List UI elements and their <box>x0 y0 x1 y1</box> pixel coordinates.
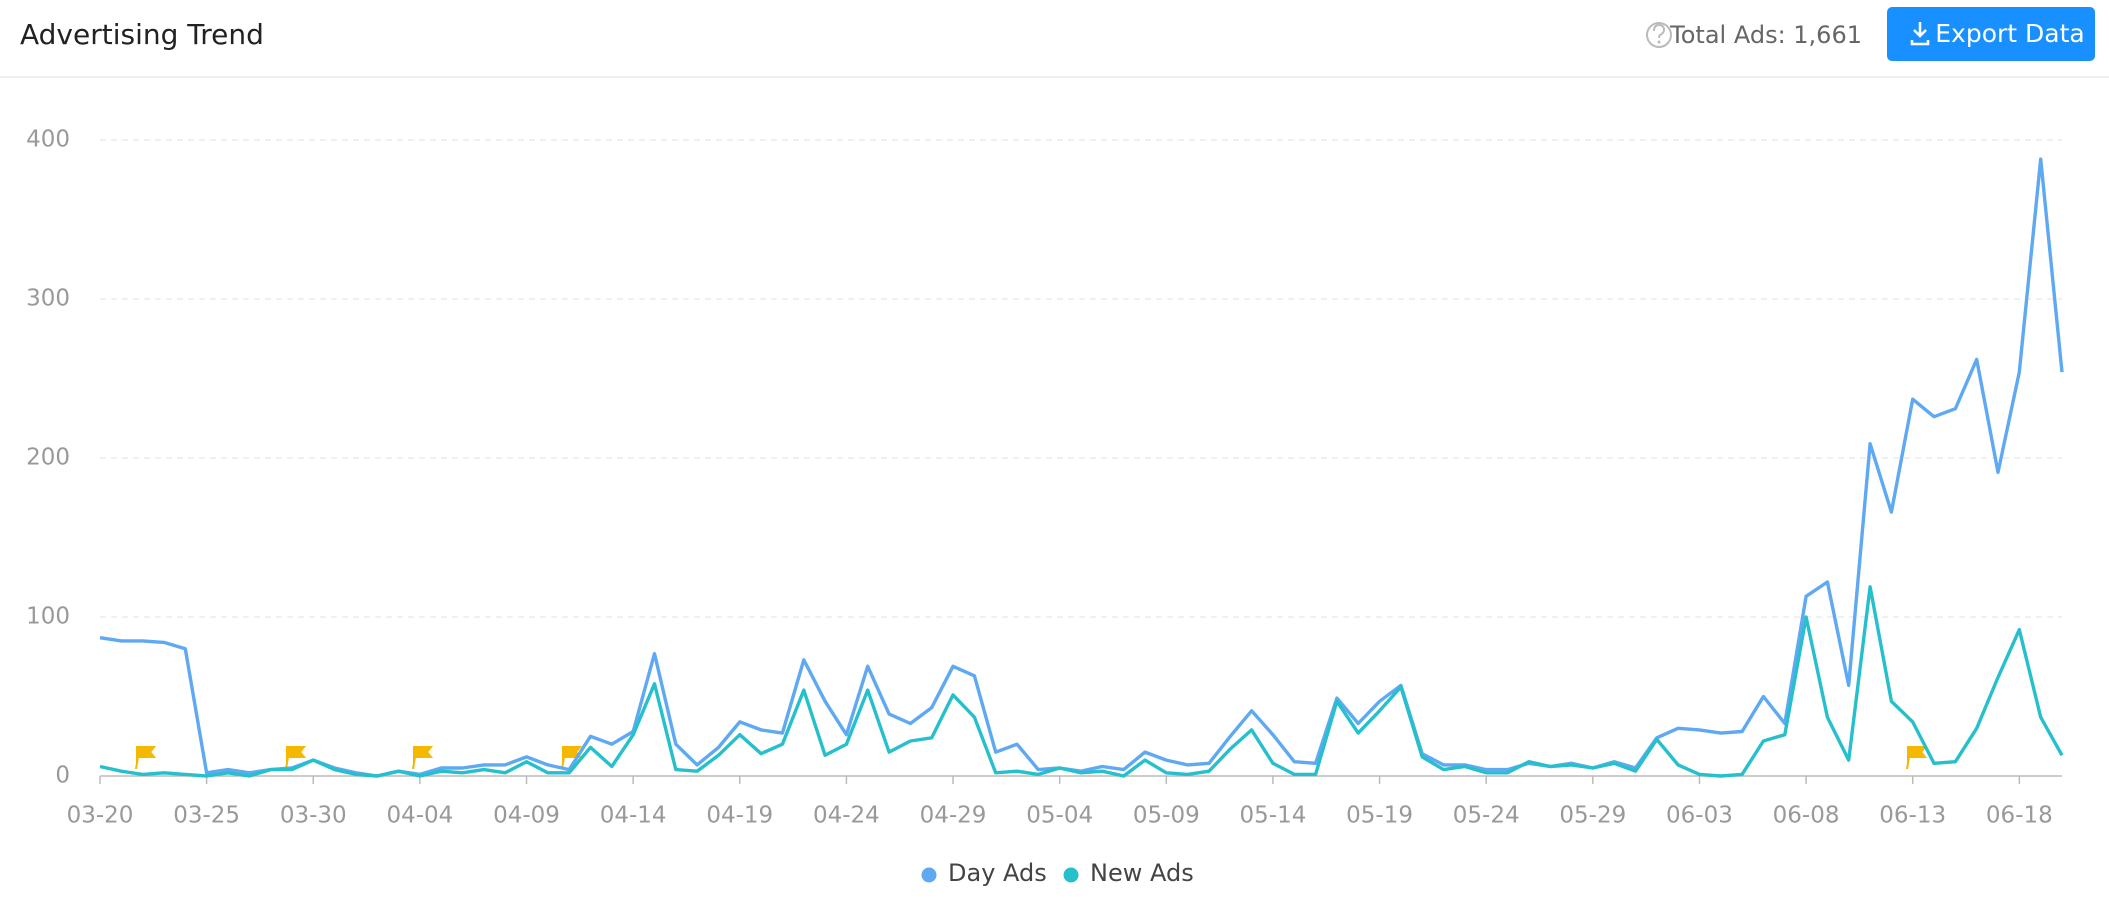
x-tick-label: 05-04 <box>1026 803 1093 829</box>
x-tick-label: 04-04 <box>386 803 453 829</box>
y-tick-label: 400 <box>26 127 70 153</box>
legend-marker <box>1063 867 1079 883</box>
x-tick-label: 03-20 <box>67 803 134 829</box>
help-glyph <box>1653 23 1666 39</box>
help-icon[interactable] <box>1646 22 1672 48</box>
button-label[interactable]: Export Data <box>1935 19 2084 48</box>
x-tick-label: 04-19 <box>706 803 773 829</box>
event-flag[interactable] <box>412 746 434 770</box>
x-tick-label: 03-30 <box>280 803 347 829</box>
y-tick-label: 100 <box>26 604 70 630</box>
total-ads: Total Ads: 1,661 <box>1669 21 1862 49</box>
x-tick-label: 05-09 <box>1133 803 1200 829</box>
event-flags <box>135 746 1928 770</box>
x-tick-label: 04-29 <box>920 803 987 829</box>
x-tick-label: 03-25 <box>173 803 240 829</box>
x-tick-label: 06-18 <box>1986 803 2053 829</box>
event-flag[interactable] <box>135 746 157 770</box>
event-flag[interactable] <box>1906 746 1928 770</box>
y-tick-label: 0 <box>55 763 70 789</box>
x-tick-label: 05-14 <box>1240 803 1307 829</box>
x-tick-label: 06-03 <box>1666 803 1733 829</box>
y-tick-label: 200 <box>26 445 70 471</box>
x-tick-label: 06-08 <box>1773 803 1840 829</box>
x-tick-label: 05-29 <box>1559 803 1626 829</box>
help-dot <box>1657 40 1661 44</box>
x-tick-label: 06-13 <box>1879 803 1946 829</box>
help-circle <box>1646 22 1672 48</box>
x-tick-label: 04-14 <box>600 803 667 829</box>
x-tick-label: 05-24 <box>1453 803 1520 829</box>
x-tick-label: 04-24 <box>813 803 880 829</box>
y-tick-label: 300 <box>26 286 70 312</box>
series-line <box>99 585 2064 778</box>
card-title: Advertising Trend <box>20 18 264 51</box>
x-tick-label: 04-09 <box>493 803 560 829</box>
legend-marker <box>921 867 937 883</box>
x-tick-label: 05-19 <box>1346 803 1413 829</box>
export-button[interactable]: Export Data <box>1887 7 2095 61</box>
download-icon <box>1910 22 1930 46</box>
legend-label: Day Ads <box>948 859 1047 887</box>
legend-label: New Ads <box>1090 859 1194 887</box>
button-bg <box>1887 7 2095 61</box>
event-flag[interactable] <box>285 746 307 770</box>
